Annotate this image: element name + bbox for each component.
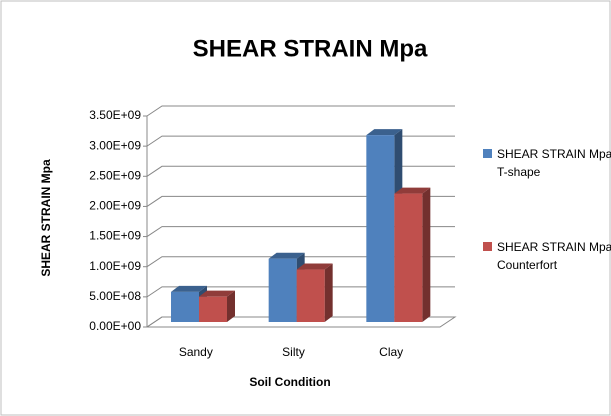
bar-side (227, 290, 235, 322)
y-tick-label: 2.50E+09 (89, 168, 141, 182)
bar-top (366, 129, 403, 136)
bar-side (324, 263, 333, 322)
y-tick-label: 3.50E+09 (89, 108, 141, 122)
y-axis-title: SHEAR STRAIN Mpa (39, 159, 53, 277)
chart-title: SHEAR STRAIN Mpa (193, 35, 428, 62)
y-tick-label: 3.00E+09 (89, 138, 141, 152)
y-tick-label: 0.00E+00 (89, 319, 141, 333)
x-axis-title: Soil Condition (249, 375, 330, 389)
grid-line (146, 135, 455, 147)
x-tick-label: Silty (282, 345, 305, 359)
bar-top (296, 263, 333, 270)
bar (268, 258, 297, 322)
legend-label: SHEAR STRAIN Mpa Counterfort (497, 240, 611, 272)
y-tick-label: 1.50E+09 (89, 229, 141, 243)
x-tick-label: Clay (379, 345, 403, 359)
bar-top (394, 187, 431, 194)
bar (394, 193, 423, 322)
bar-top (268, 252, 305, 259)
grid-line (146, 316, 455, 328)
grid-line (146, 226, 455, 237)
legend-swatch (483, 149, 492, 158)
grid-line (146, 165, 455, 177)
grid-line (146, 256, 455, 268)
bar-top (171, 285, 207, 292)
grid-line (146, 286, 455, 298)
bar (366, 135, 395, 322)
bar (199, 296, 227, 322)
y-tick-label: 1.00E+09 (89, 259, 141, 273)
y-tick-label: 2.00E+09 (89, 199, 141, 213)
grid-line (146, 105, 455, 117)
bar-side (422, 187, 431, 322)
bar-top (199, 290, 235, 297)
legend-label: SHEAR STRAIN Mpa T-shape (497, 147, 611, 179)
bar (296, 269, 325, 322)
x-tick-label: Sandy (179, 345, 213, 359)
legend-swatch (483, 242, 492, 251)
y-tick-label: 5.00E+08 (89, 289, 141, 303)
bar (171, 291, 199, 322)
grid-line (146, 195, 455, 207)
